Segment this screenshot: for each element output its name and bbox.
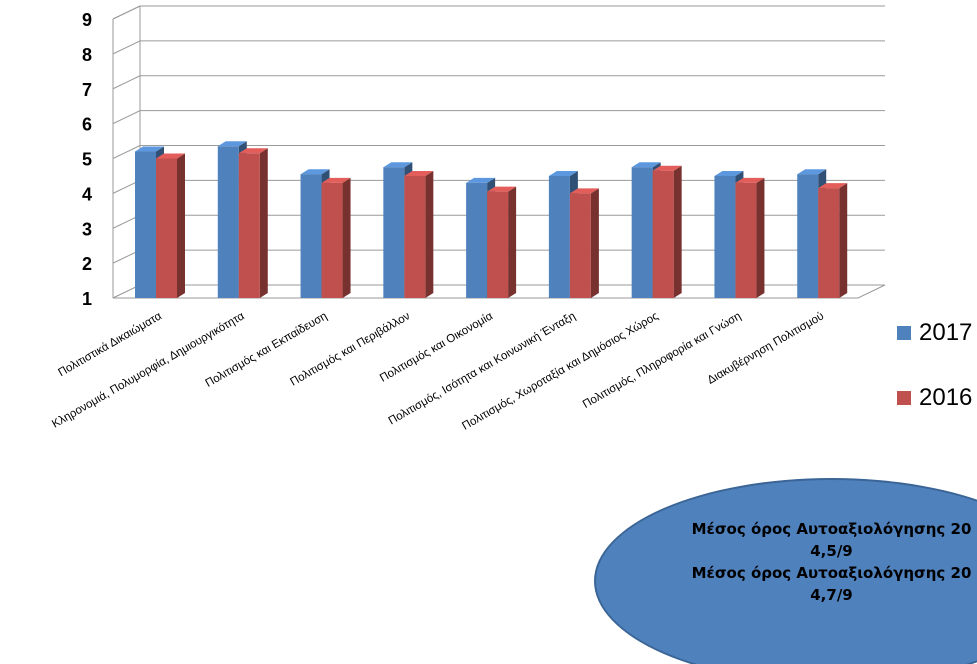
y-tick-label: 5 xyxy=(82,150,92,170)
bar-2017 xyxy=(466,182,488,298)
bar-2016 xyxy=(818,188,840,298)
bar-side-2016 xyxy=(508,186,517,298)
bar-2017 xyxy=(548,175,570,298)
bar-top-2016 xyxy=(569,188,599,194)
bar-side-2016 xyxy=(342,177,351,298)
bar-2016 xyxy=(569,193,591,298)
bar-top-2017 xyxy=(466,177,496,183)
bar-2016 xyxy=(404,175,426,298)
bar-2017 xyxy=(383,167,405,298)
bar-side-2016 xyxy=(177,153,185,298)
y-tick-label: 8 xyxy=(82,45,92,65)
gridline-side xyxy=(112,75,141,90)
bar-2017 xyxy=(631,167,653,298)
bar-2016 xyxy=(156,158,177,298)
bar-top-2017 xyxy=(548,170,578,176)
bar-top-2016 xyxy=(818,183,848,189)
legend-item-2017: 2017 xyxy=(897,319,972,347)
bar-top-2016 xyxy=(238,148,268,154)
legend-label-2017: 2017 xyxy=(919,319,973,346)
bar-top-2016 xyxy=(487,186,517,192)
y-tick-label: 4 xyxy=(82,184,92,204)
bar-top-2017 xyxy=(714,170,744,176)
gridline-side xyxy=(112,145,141,159)
y-tick-label: 7 xyxy=(82,80,92,100)
summary-line-3: Μέσος όρος Αυτοαξιολόγησης 20 xyxy=(691,564,972,582)
bar-top-2016 xyxy=(156,153,185,159)
legend-label-2016: 2016 xyxy=(919,384,973,411)
bar-2017 xyxy=(217,146,239,298)
legend-swatch-2017 xyxy=(897,326,911,340)
legend-item-2016: 2016 xyxy=(897,384,972,412)
bar-2016 xyxy=(652,170,674,298)
summary-text: Μέσος όρος Αυτοαξιολόγησης 20 4,5/9 Μέσο… xyxy=(594,518,977,606)
y-tick-label: 9 xyxy=(82,10,92,30)
bar-2016 xyxy=(487,191,509,298)
y-tick-label: 6 xyxy=(82,115,92,135)
y-tick-label: 3 xyxy=(82,219,92,239)
bar-top-2017 xyxy=(383,162,413,168)
bar-top-2017 xyxy=(217,141,247,147)
bar-top-2016 xyxy=(652,165,682,171)
bar-side-2016 xyxy=(673,165,682,298)
x-tick-label: Πολιτισμός, Πληροφορία και Γνώση xyxy=(581,310,743,411)
legend-swatch-2016 xyxy=(897,391,911,405)
bar-top-2016 xyxy=(735,177,765,183)
bar-top-2017 xyxy=(300,169,330,175)
bar-2016 xyxy=(735,182,757,298)
bar-side-2016 xyxy=(590,188,599,298)
bar-top-2017 xyxy=(631,162,661,168)
bar-2017 xyxy=(714,175,736,298)
summary-line-4: 4,7/9 xyxy=(810,586,853,604)
summary-line-2: 4,5/9 xyxy=(810,542,853,560)
bar-side-2016 xyxy=(756,177,765,298)
bar-top-2017 xyxy=(135,146,164,152)
bar-side-2016 xyxy=(425,170,434,298)
bar-2016 xyxy=(321,182,343,298)
bar-top-2016 xyxy=(404,170,434,176)
bar-2016 xyxy=(238,153,260,298)
bar-side-2016 xyxy=(839,183,848,298)
gridline-side xyxy=(112,40,141,55)
gridline-side xyxy=(112,5,141,20)
bar-2017 xyxy=(135,151,156,298)
summary-line-1: Μέσος όρος Αυτοαξιολόγησης 20 xyxy=(691,520,972,538)
bar-2017 xyxy=(797,174,819,298)
bar-2017 xyxy=(300,174,322,298)
bar-top-2017 xyxy=(797,169,827,175)
gridline-side xyxy=(112,110,141,125)
y-tick-label: 2 xyxy=(82,254,92,274)
bar-side-2016 xyxy=(259,148,268,298)
y-tick-label: 1 xyxy=(82,289,92,309)
bar-top-2016 xyxy=(321,177,351,183)
